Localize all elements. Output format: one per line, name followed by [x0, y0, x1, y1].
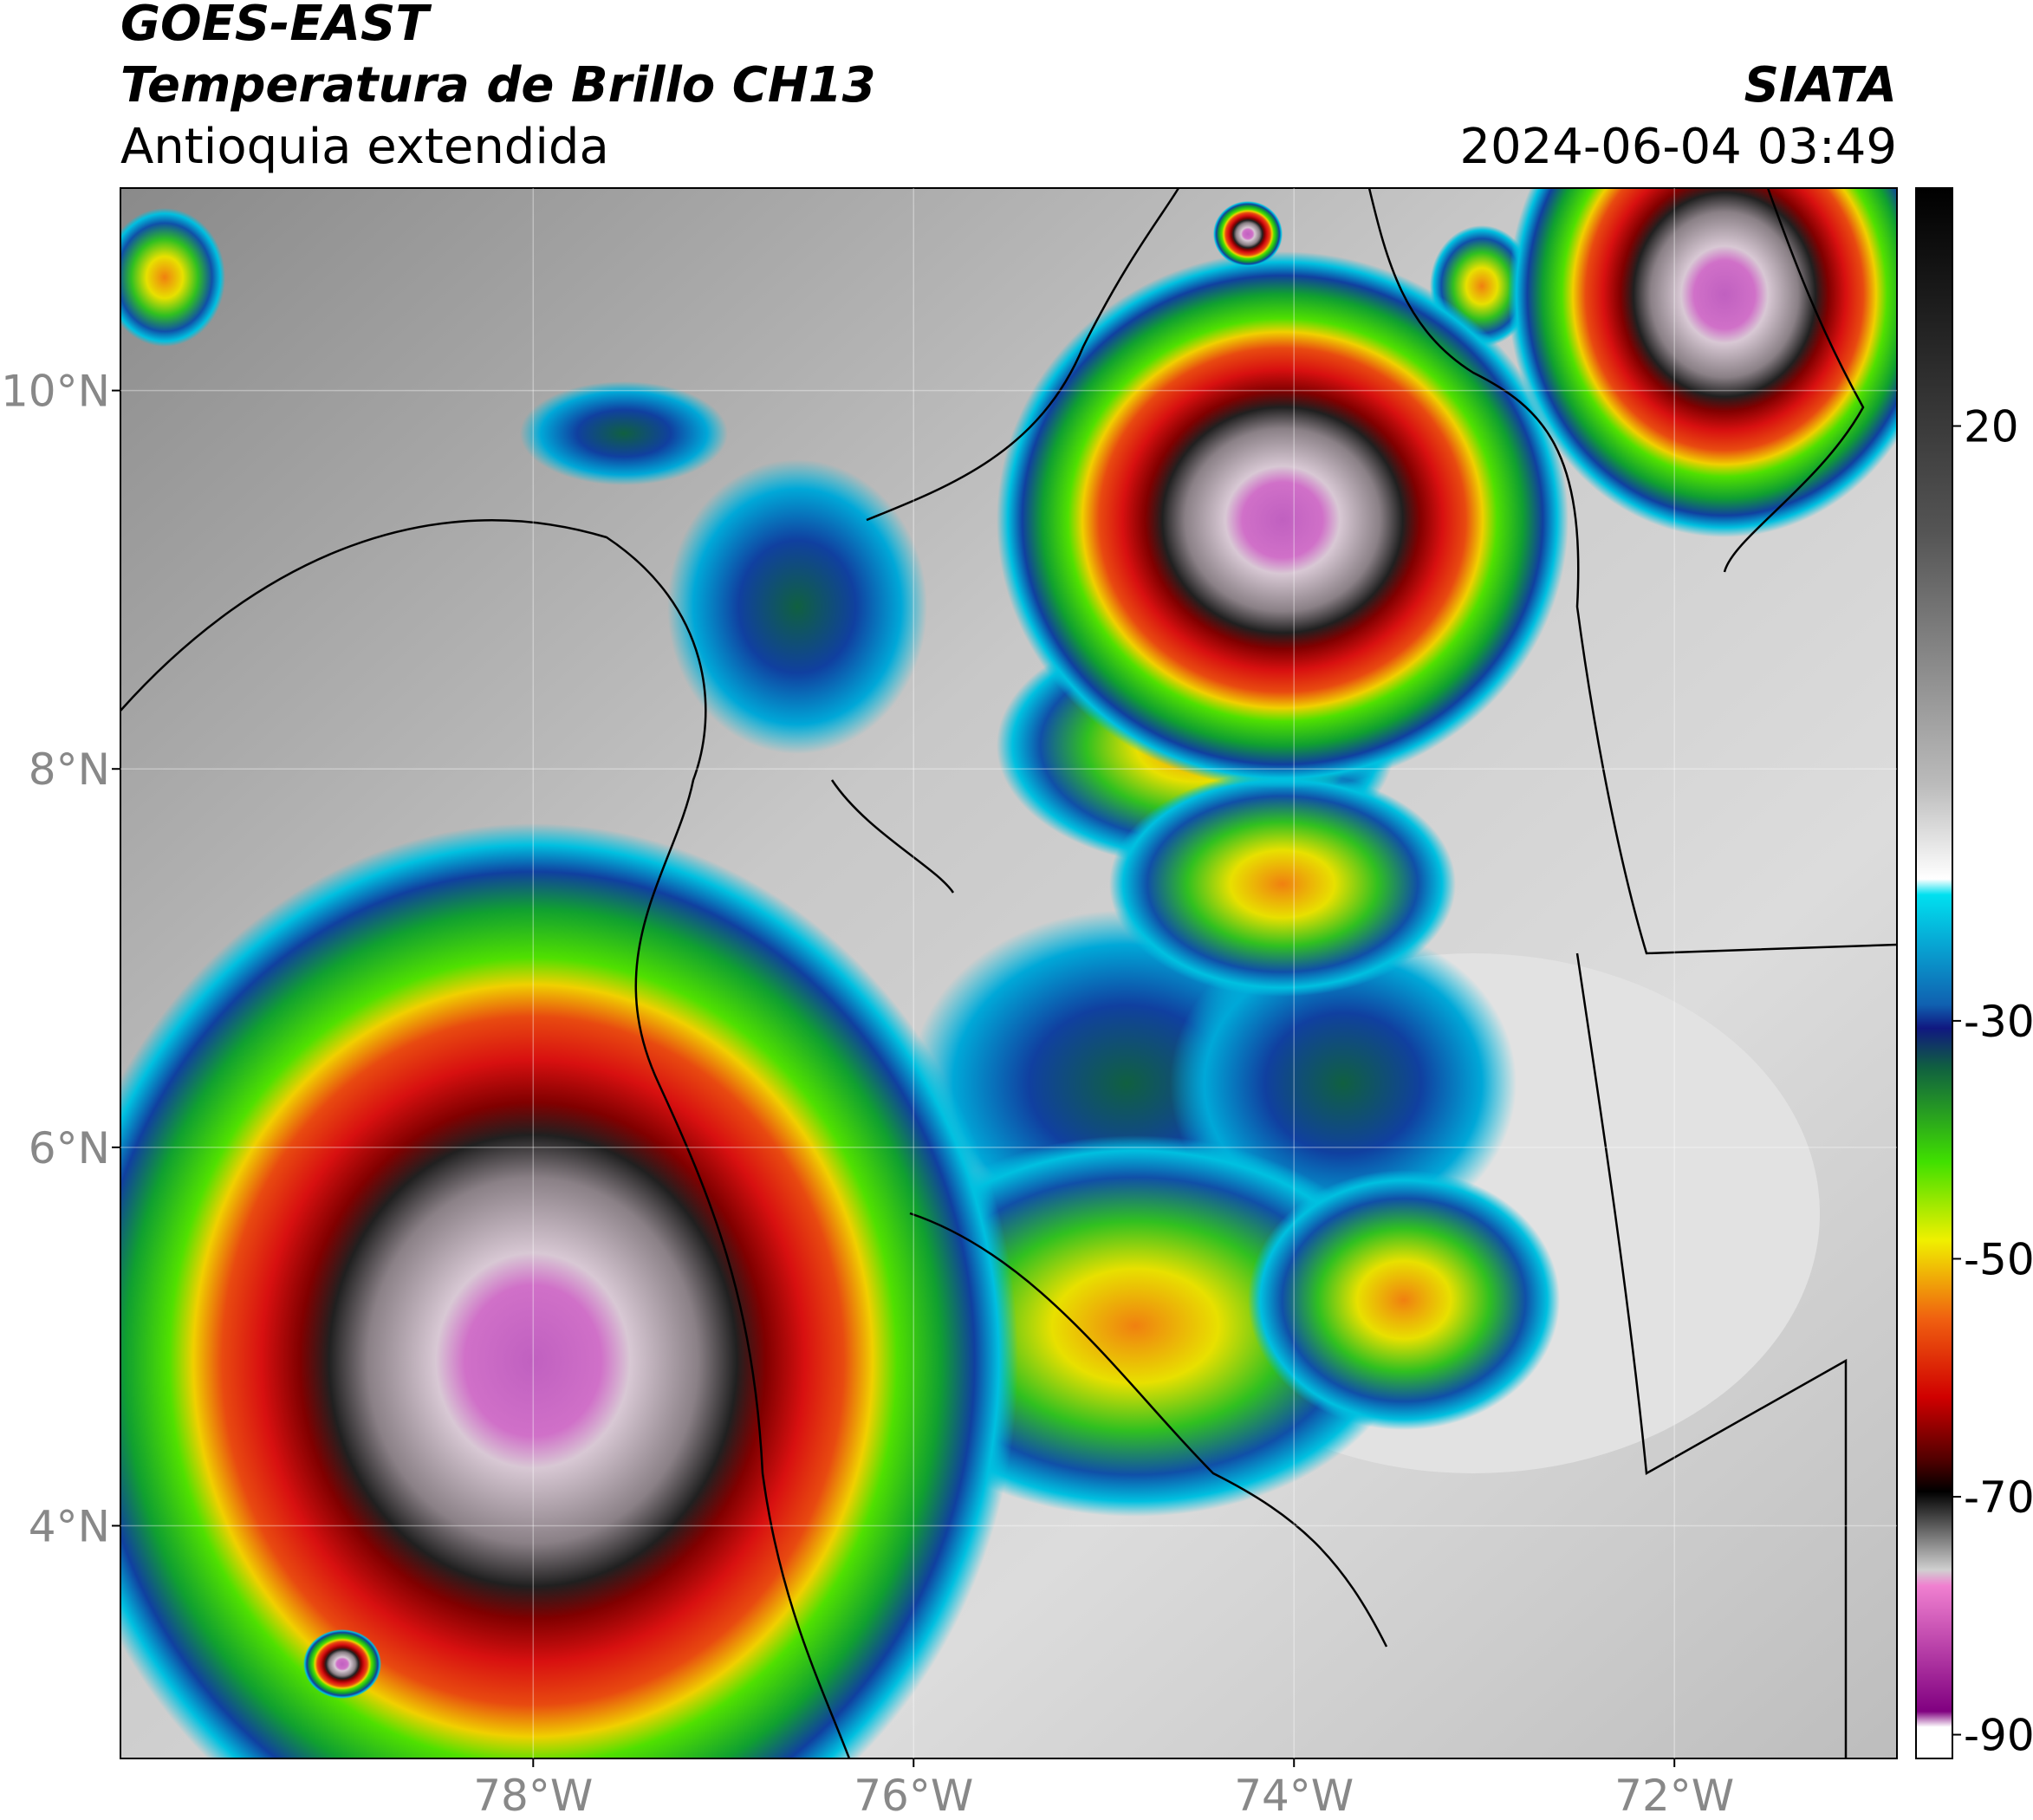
cloud-cluster	[120, 208, 225, 347]
x-tick-label: 72°W	[1614, 1771, 1734, 1820]
y-tick-label: 10°N	[1, 367, 110, 417]
convective-storm	[303, 1629, 381, 1699]
x-tick-label: 76°W	[854, 1771, 973, 1820]
border	[1367, 188, 1897, 955]
datetime: 2024-06-04 03:49	[1459, 119, 1897, 175]
colorbar-tick-label: -70	[1964, 1472, 2033, 1523]
coastline	[1723, 188, 1865, 573]
borders	[120, 188, 1897, 1758]
agency: SIATA	[1744, 57, 1897, 114]
cloud-cluster	[1248, 1170, 1560, 1430]
plot-frame	[120, 187, 1898, 1759]
cloud-cluster	[1109, 771, 1456, 997]
y-tick-label: 6°N	[29, 1123, 110, 1173]
convective-storm	[997, 251, 1569, 789]
x-tick-label: 74°W	[1234, 1771, 1354, 1820]
cloud-cluster	[520, 381, 728, 485]
coastline	[866, 188, 1180, 522]
border	[830, 779, 955, 894]
x-tick-label: 78°W	[473, 1771, 593, 1820]
coastline	[120, 519, 851, 1758]
product-title: Temperatura de Brillo CH13	[120, 57, 876, 114]
cloud-cluster	[667, 459, 927, 754]
colorbar-tick-label: -50	[1964, 1234, 2033, 1284]
colorbar	[1915, 187, 1953, 1759]
colorbar-tick-label: -30	[1964, 997, 2033, 1047]
satellite-title: GOES-EAST	[120, 0, 432, 52]
convective-storm	[1213, 201, 1283, 267]
y-tick-label: 4°N	[29, 1501, 110, 1551]
satellite-image	[120, 188, 1897, 1758]
convective-storm	[120, 823, 1018, 1758]
border	[909, 1212, 1388, 1648]
colorbar-tick-label: 20	[1964, 402, 2019, 452]
region-subtitle: Antioquia extendida	[120, 119, 609, 175]
y-tick-label: 8°N	[29, 744, 110, 795]
colorbar-tick-label: -90	[1964, 1711, 2033, 1761]
border	[1575, 952, 1848, 1758]
